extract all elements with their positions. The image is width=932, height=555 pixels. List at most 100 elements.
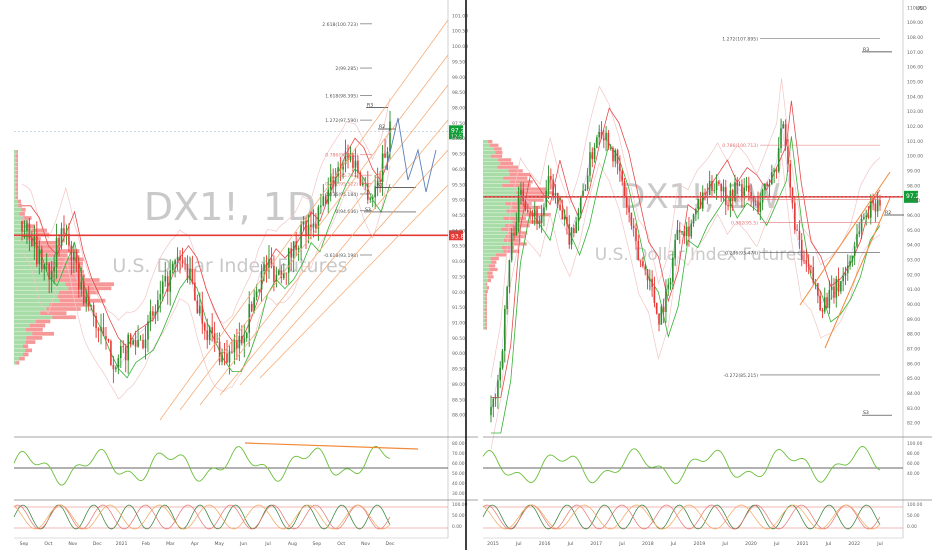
- right-pivot-label: S3: [863, 410, 869, 416]
- left-vp-bar-down: [32, 331, 55, 336]
- right-candle-body: [837, 278, 840, 292]
- right-candle-body: [554, 192, 557, 196]
- left-band-line: [21, 97, 391, 325]
- left-candle-body: [342, 164, 344, 170]
- left-candle-body: [48, 263, 50, 280]
- left-candle-body: [115, 367, 117, 370]
- left-candle-body: [312, 223, 315, 228]
- left-projection-path: [385, 117, 437, 193]
- left-candle-body: [206, 330, 209, 341]
- right-vp-bar-up: [483, 187, 519, 191]
- right-vp-bar-up: [483, 224, 506, 228]
- right-candle-body: [711, 180, 713, 191]
- left-vp-bar-up: [14, 212, 20, 216]
- right-vp-bar-down: [487, 278, 492, 283]
- right-vp-bar-up: [483, 326, 485, 330]
- right-vp-bar-up: [483, 147, 494, 151]
- left-candle-body: [199, 305, 201, 314]
- right-vp-bar-down: [485, 300, 487, 305]
- right-candle-body: [591, 152, 594, 160]
- right-ma-red: [491, 100, 881, 398]
- left-candle-body: [181, 260, 184, 264]
- left-vp-bar-down: [19, 212, 25, 216]
- right-candle-body: [782, 124, 785, 129]
- left-y-tick: 91.00: [452, 321, 465, 327]
- right-candle-body: [865, 215, 867, 217]
- right-vp-bar-up: [483, 169, 509, 173]
- left-candle-body: [166, 276, 169, 292]
- right-candle-body: [637, 240, 640, 261]
- right-y-tick: 100.00: [907, 154, 923, 160]
- left-candle-body: [40, 248, 43, 270]
- left-candle-body: [366, 183, 369, 200]
- left-candle-body: [376, 180, 379, 187]
- right-rsi-tick: 80.00: [907, 451, 920, 457]
- left-candle-body: [87, 296, 90, 306]
- left-candle-body: [127, 334, 130, 361]
- left-vp-bar-down: [23, 352, 29, 357]
- right-candle-body: [616, 150, 619, 164]
- right-candle-body: [706, 194, 709, 196]
- right-vp-bar-up: [483, 205, 513, 210]
- right-candle-body: [520, 190, 522, 195]
- left-candle-body: [159, 293, 162, 301]
- left-y-tick: 88.00: [452, 413, 465, 419]
- right-vp-bar-down: [484, 326, 487, 330]
- left-vp-bar-down: [46, 307, 81, 311]
- left-candle-body: [75, 251, 78, 263]
- right-vp-bar-down: [508, 169, 523, 173]
- left-y-tick: 90.00: [452, 351, 465, 357]
- left-candle-body: [147, 321, 149, 340]
- left-vp-bar-down: [26, 336, 43, 340]
- left-candle-body: [171, 263, 174, 271]
- left-channel-line: [179, 54, 449, 411]
- right-vp-bar-up: [483, 209, 507, 213]
- right-y-tick: 99.00: [907, 169, 920, 175]
- left-x-tick: Jun: [239, 541, 247, 547]
- left-y-tick: 98.00: [452, 106, 465, 112]
- right-candle-body: [695, 208, 697, 215]
- right-candle-body: [524, 201, 527, 210]
- left-x-tick: Jul: [264, 541, 271, 547]
- left-candle-body: [236, 341, 238, 349]
- right-y-tick: 108.00: [907, 35, 923, 41]
- right-x-tick: 2015: [487, 541, 499, 547]
- left-channel-line: [199, 84, 449, 406]
- right-y-tick: 85.00: [907, 376, 920, 382]
- left-candle-body: [253, 297, 255, 312]
- left-candle-body: [317, 207, 320, 229]
- left-candle-body: [82, 281, 85, 304]
- left-volume-profile: [14, 150, 115, 365]
- right-candle-body: [529, 212, 531, 214]
- right-fib-label: 0.5(97.059): [731, 197, 758, 203]
- right-vp-bar-up: [483, 216, 504, 220]
- right-vp-bar-down: [488, 264, 496, 268]
- left-vp-bar-down: [25, 340, 36, 344]
- right-vp-bar-down: [503, 176, 528, 180]
- left-rsi-tick: 40.00: [452, 481, 465, 487]
- right-y-tick: 87.00: [907, 346, 920, 352]
- right-candle-body: [614, 150, 617, 162]
- left-osc-tick: 0.00: [452, 524, 462, 530]
- right-osc-tick: 100.00: [907, 502, 923, 508]
- left-y-tick: 100.00: [452, 44, 468, 50]
- right-candle-body: [497, 380, 499, 398]
- left-vp-bar-down: [31, 228, 47, 233]
- left-candle-body: [31, 238, 33, 247]
- left-vp-bar-up: [14, 249, 42, 253]
- left-candle-body: [270, 259, 273, 266]
- left-rsi-tick: 80.00: [452, 441, 465, 447]
- right-candles: [490, 118, 881, 423]
- right-vp-bar-down: [497, 158, 512, 162]
- left-vp-bar-down: [41, 249, 80, 253]
- left-vp-bar-down: [16, 150, 18, 154]
- left-candle-body: [226, 353, 228, 363]
- left-candle-body: [203, 323, 206, 331]
- left-watermark-name: U.S. Dollar Index Futures: [112, 255, 347, 277]
- left-vp-bar-up: [14, 265, 47, 270]
- left-candle-body: [292, 241, 295, 258]
- right-vp-bar-down: [485, 289, 488, 294]
- left-vp-bar-down: [52, 315, 76, 320]
- left-candle-body: [250, 304, 253, 312]
- left-candle-body: [152, 311, 154, 316]
